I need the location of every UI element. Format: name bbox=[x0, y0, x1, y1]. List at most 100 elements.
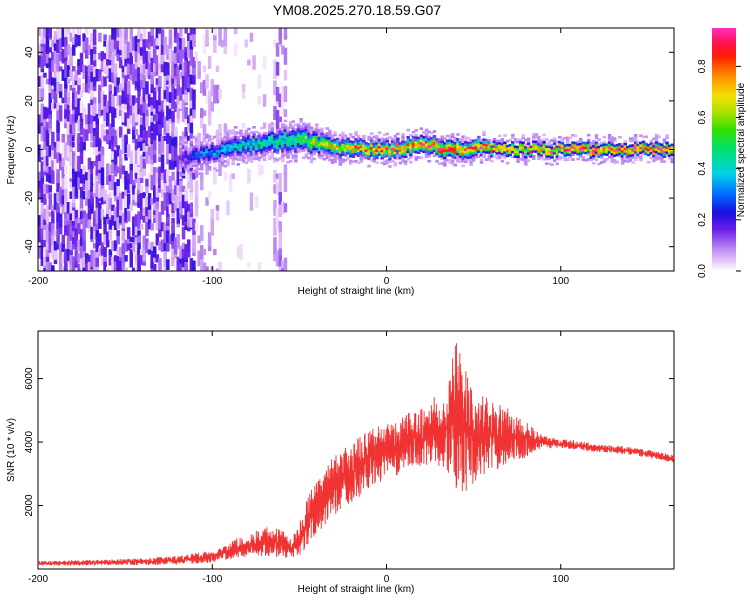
heatmap-cell bbox=[330, 151, 335, 155]
heatmap-cell bbox=[215, 154, 220, 158]
heatmap-cell bbox=[403, 155, 408, 158]
heatmap-cell bbox=[532, 150, 536, 153]
heatmap-cell bbox=[126, 175, 131, 190]
heatmap-cell bbox=[623, 150, 627, 153]
heatmap-cell bbox=[171, 189, 175, 202]
heatmap-cell bbox=[607, 151, 612, 154]
heatmap-cell bbox=[257, 137, 262, 140]
heatmap-cell bbox=[558, 150, 562, 154]
heatmap-cell bbox=[432, 135, 437, 138]
heatmap-cell bbox=[268, 145, 272, 149]
heatmap-cell bbox=[166, 86, 170, 102]
heatmap-cell bbox=[479, 148, 484, 152]
heatmap-cell bbox=[511, 150, 515, 154]
heatmap-cell bbox=[537, 138, 541, 141]
heatmap-cell bbox=[464, 136, 468, 139]
heatmap-cell bbox=[521, 158, 525, 162]
heatmap-cell bbox=[432, 130, 437, 133]
heatmap-cell bbox=[555, 140, 559, 144]
heatmap-cell bbox=[226, 144, 230, 147]
heatmap-cell bbox=[168, 75, 173, 88]
heatmap-cell bbox=[241, 152, 246, 156]
heatmap-cell bbox=[443, 159, 447, 162]
heatmap-cell bbox=[215, 144, 220, 148]
heatmap-cell bbox=[171, 211, 175, 218]
heatmap-cell bbox=[184, 206, 188, 222]
heatmap-cell bbox=[432, 139, 437, 143]
heatmap-cell bbox=[189, 116, 194, 123]
heatmap-cell bbox=[275, 146, 280, 149]
heatmap-cell bbox=[126, 173, 131, 179]
heatmap-cell bbox=[422, 138, 426, 141]
heatmap-cell bbox=[218, 137, 222, 141]
heatmap-cell bbox=[508, 144, 512, 147]
heatmap-cell bbox=[432, 137, 437, 141]
heatmap-cell bbox=[184, 72, 188, 91]
heatmap-cell bbox=[179, 174, 183, 177]
heatmap-cell bbox=[623, 142, 627, 146]
heatmap-cell bbox=[150, 53, 154, 72]
heatmap-cell bbox=[43, 106, 47, 120]
heatmap-cell bbox=[377, 138, 382, 142]
heatmap-cell bbox=[126, 206, 131, 222]
heatmap-cell bbox=[401, 159, 405, 163]
heatmap-cell bbox=[124, 28, 128, 40]
heatmap-cell bbox=[74, 244, 79, 261]
heatmap-cell bbox=[445, 142, 450, 145]
heatmap-cell bbox=[626, 160, 630, 163]
heatmap-cell bbox=[333, 141, 337, 144]
heatmap-cell bbox=[160, 110, 165, 128]
heatmap-cell bbox=[137, 175, 141, 190]
heatmap-cell bbox=[568, 143, 573, 147]
heatmap-cell bbox=[307, 127, 311, 131]
heatmap-cell bbox=[529, 152, 533, 156]
heatmap-cell bbox=[207, 148, 212, 152]
heatmap-cell bbox=[45, 146, 50, 156]
heatmap-cell bbox=[385, 144, 390, 148]
heatmap-cell bbox=[79, 90, 84, 98]
heatmap-cell bbox=[401, 155, 405, 158]
heatmap-cell bbox=[61, 253, 65, 263]
heatmap-cell bbox=[43, 185, 47, 205]
heatmap-cell bbox=[633, 136, 638, 140]
heatmap-cell bbox=[158, 28, 162, 46]
heatmap-cell bbox=[168, 115, 173, 124]
heatmap-cell bbox=[406, 150, 410, 154]
heatmap-cell bbox=[443, 142, 447, 145]
heatmap-cell bbox=[482, 155, 486, 158]
heatmap-cell bbox=[176, 96, 180, 105]
heatmap-cell bbox=[304, 131, 309, 134]
heatmap-cell bbox=[487, 143, 492, 147]
heatmap-cell bbox=[377, 143, 382, 147]
heatmap-cell bbox=[338, 151, 343, 154]
heatmap-cell bbox=[111, 215, 115, 226]
heatmap-cell bbox=[568, 148, 573, 152]
heatmap-cell bbox=[309, 138, 314, 142]
heatmap-cell bbox=[369, 144, 374, 148]
heatmap-cell bbox=[139, 192, 144, 211]
heatmap-cell bbox=[620, 150, 625, 153]
heatmap-cell bbox=[555, 145, 559, 148]
heatmap-cell bbox=[359, 150, 363, 153]
heatmap-cell bbox=[244, 132, 248, 135]
heatmap-cell bbox=[657, 145, 661, 148]
heatmap-cell bbox=[579, 152, 583, 156]
heatmap-cell bbox=[218, 142, 222, 146]
heatmap-cell bbox=[615, 146, 620, 149]
heatmap-cell bbox=[241, 150, 246, 153]
heatmap-cell bbox=[273, 59, 277, 79]
heatmap-cell bbox=[518, 143, 523, 146]
heatmap-cell bbox=[72, 90, 76, 110]
heatmap-cell bbox=[427, 147, 431, 151]
heatmap-cell bbox=[403, 143, 408, 146]
heatmap-cell bbox=[437, 140, 442, 144]
heatmap-cell bbox=[111, 111, 115, 128]
heatmap-cell bbox=[458, 152, 463, 156]
heatmap-cell bbox=[231, 129, 235, 135]
heatmap-cell bbox=[372, 140, 377, 143]
heatmap-cell bbox=[179, 48, 183, 65]
heatmap-cell bbox=[281, 45, 285, 55]
heatmap-cell bbox=[296, 125, 301, 129]
heatmap-cell bbox=[116, 28, 120, 38]
